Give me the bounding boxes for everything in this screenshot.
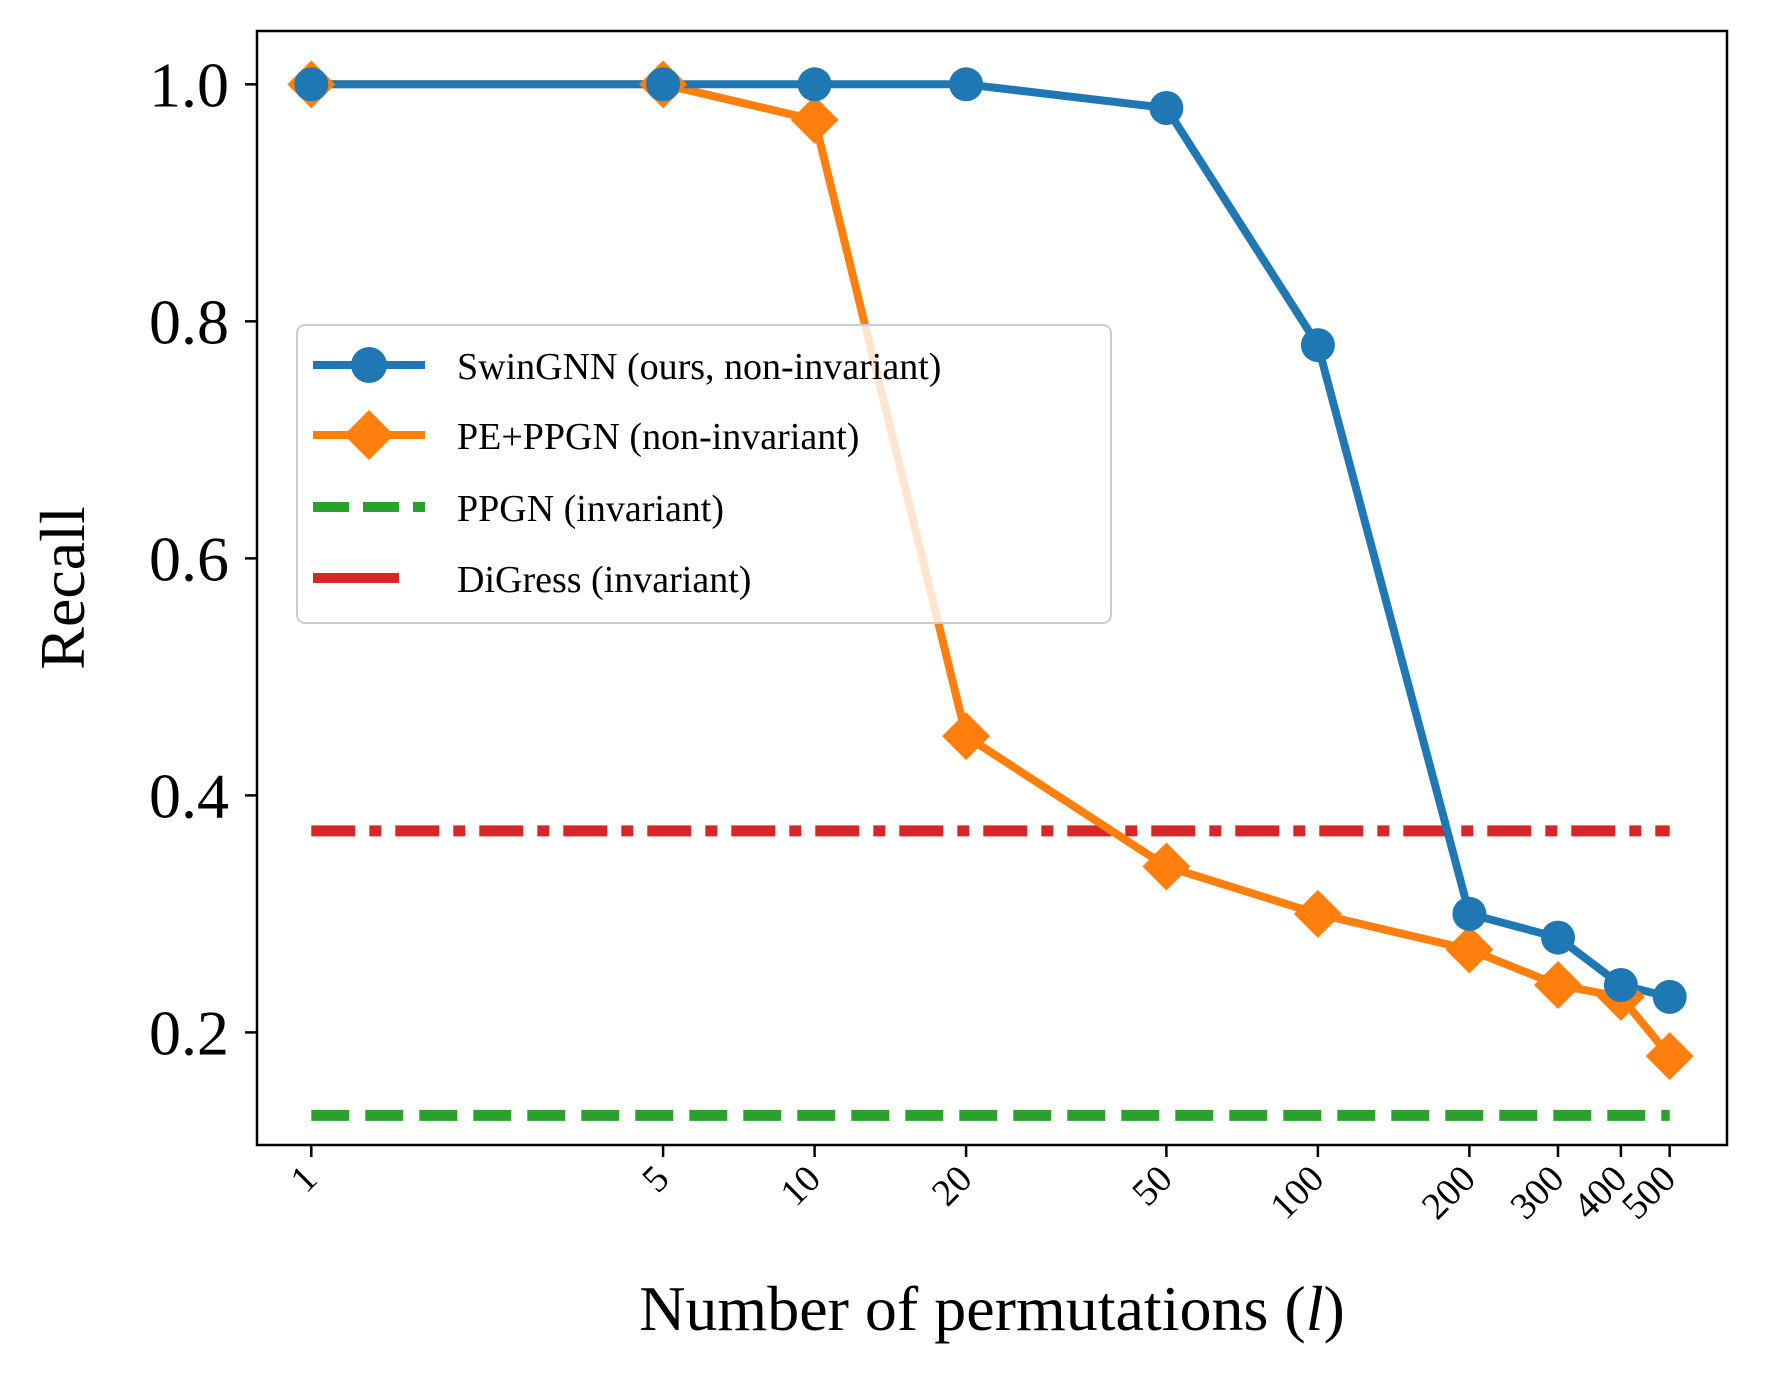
plot-markers [287,60,1694,1081]
legend-swingnn-circle-marker [351,347,387,383]
data-point-swingnn-ours-non-invariant-300 [1541,920,1575,955]
data-point-swingnn-ours-non-invariant-100 [1300,328,1335,363]
series-line-swingnn-ours-non-invariant [311,80,1671,1001]
legend-pe-ppgn-label: PE+PPGN (non-invariant) [457,416,859,458]
y-tick-label-0.4: 0.4 [149,760,229,831]
data-point-pe-ppgn-non-invariant-50 [1142,842,1191,891]
legend-pe-ppgn-diamond-marker [344,410,394,460]
y-tick-label-1.0: 1.0 [149,49,229,120]
data-point-swingnn-ours-non-invariant-500 [1652,979,1687,1014]
data-point-swingnn-ours-non-invariant-10 [797,67,832,102]
x-axis-label-main: Number of permutations ( [639,1273,1306,1344]
legend-entry-ppgn: PPGN (invariant) [313,488,724,530]
legend-box [296,324,1112,624]
data-point-swingnn-ours-non-invariant-400 [1603,968,1638,1002]
y-axis-label: Recall [27,506,98,669]
series-line-pe-ppgn-non-invariant [311,80,1673,1059]
legend-ppgn-label: PPGN (invariant) [457,488,724,530]
x-axis-label: Number of permutations (l) [639,1273,1345,1344]
legend-entry-digress: DiGress (invariant) [313,559,751,601]
y-tick-label-0.8: 0.8 [149,286,229,357]
legend-entry-swingnn: SwinGNN (ours, non-invariant) [313,346,941,388]
data-point-swingnn-ours-non-invariant-50 [1149,91,1184,125]
x-axis-label-close: ) [1323,1273,1344,1344]
data-point-pe-ppgn-non-invariant-10 [790,95,839,144]
legend-entry-pe-ppgn: PE+PPGN (non-invariant) [313,410,859,460]
plot-frame [255,29,1729,1147]
y-tick-label-0.2: 0.2 [149,997,229,1068]
data-point-swingnn-ours-non-invariant-200 [1452,896,1487,931]
data-point-pe-ppgn-non-invariant-200 [1445,925,1494,974]
y-axis: 0.2 0.4 0.6 0.8 1.0 [149,49,257,1068]
data-point-swingnn-ours-non-invariant-1 [294,67,329,102]
legend-digress-label: DiGress (invariant) [457,559,751,601]
data-point-pe-ppgn-non-invariant-100 [1293,889,1342,938]
data-point-swingnn-ours-non-invariant-5 [646,67,681,102]
x-axis-label-variable: l [1306,1273,1324,1344]
data-point-pe-ppgn-non-invariant-300 [1534,961,1583,1010]
data-point-swingnn-ours-non-invariant-20 [949,67,984,102]
data-point-pe-ppgn-non-invariant-500 [1645,1032,1694,1081]
data-point-pe-ppgn-non-invariant-20 [942,712,991,761]
y-tick-label-0.6: 0.6 [149,523,229,594]
legend-swingnn-label: SwinGNN (ours, non-invariant) [457,346,941,388]
plot-lines [311,80,1673,1121]
legend: SwinGNN (ours, non-invariant) PE+PPGN (n… [296,324,1112,624]
